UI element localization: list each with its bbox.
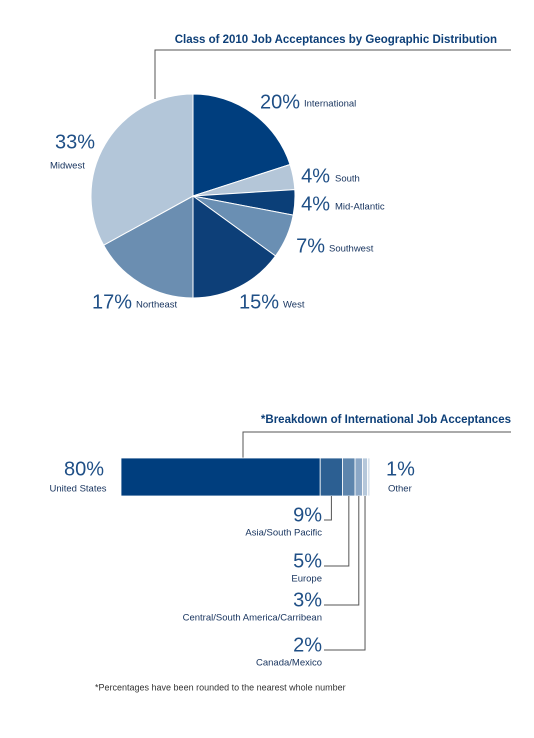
bar-category-label: Central/South America/Carribean [183, 613, 322, 624]
slice-category-label: Southwest [329, 244, 374, 255]
bar-category-label: Canada/Mexico [256, 658, 322, 669]
bar-value-label: 2% [293, 634, 322, 656]
slice-value-label: 33% [55, 131, 95, 153]
bar-value-label: 5% [293, 550, 322, 572]
slice-category-label: West [283, 300, 305, 311]
bar-title: *Breakdown of International Job Acceptan… [261, 414, 511, 426]
bar-segment [354, 457, 363, 497]
pie-title: Class of 2010 Job Acceptances by Geograp… [175, 34, 497, 46]
slice-value-label: 4% [301, 193, 330, 215]
bar-category-label: United States [49, 484, 106, 495]
slice-value-label: 7% [296, 235, 325, 257]
callout-line [324, 496, 350, 567]
bar-category-label: Asia/South Pacific [245, 528, 322, 539]
pie-slice [192, 93, 291, 197]
pie-slice [102, 195, 194, 299]
slice-value-label: 15% [239, 291, 279, 313]
slice-value-label: 4% [301, 165, 330, 187]
bar-segment [319, 457, 344, 497]
slice-category-label: Northeast [136, 300, 178, 311]
bar-value-label: 3% [293, 589, 322, 611]
callout-line [324, 496, 332, 521]
bar-value-label: 1% [386, 458, 415, 480]
footnote: *Percentages have been rounded to the ne… [95, 682, 346, 692]
bar-value-label: 9% [293, 504, 322, 526]
callout-line [324, 496, 366, 651]
slice-category-label: International [304, 99, 356, 110]
bar-segment [362, 457, 368, 497]
bar-value-label: 80% [64, 458, 104, 480]
pie-slice [90, 93, 194, 246]
bar-title-rule [242, 431, 511, 458]
callout-line [324, 496, 360, 606]
bar-category-label: Other [388, 484, 412, 495]
slice-value-label: 20% [260, 91, 300, 113]
slice-category-label: Midwest [50, 161, 85, 172]
bar-segment [367, 457, 371, 497]
bar-category-label: Europe [291, 574, 322, 585]
bar-segment [342, 457, 356, 497]
slice-category-label: Mid-Atlantic [335, 202, 385, 213]
pie-title-rule [154, 49, 511, 99]
pie-slice [192, 195, 277, 299]
slice-category-label: South [335, 174, 360, 185]
slice-value-label: 17% [92, 291, 132, 313]
bar-segment [120, 457, 321, 497]
